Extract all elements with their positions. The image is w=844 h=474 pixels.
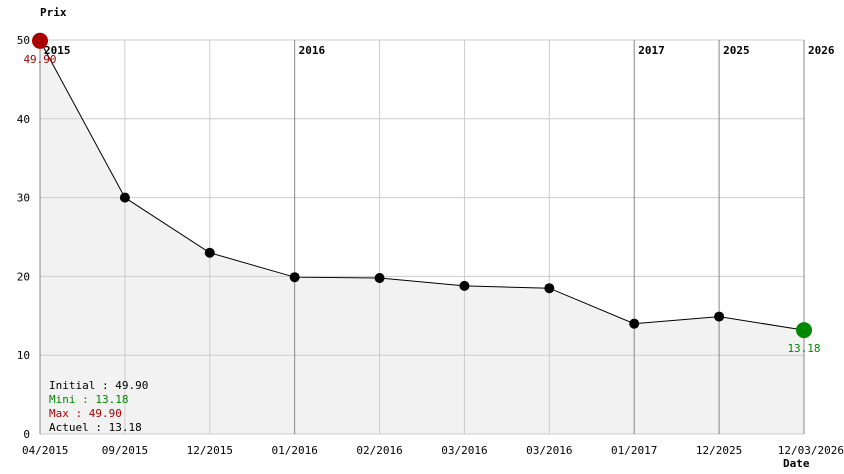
y-tick-label: 40 bbox=[17, 113, 30, 126]
year-label: 2016 bbox=[299, 44, 326, 57]
point bbox=[714, 311, 725, 322]
x-tick-label: 03/2016 bbox=[526, 444, 572, 457]
x-tick-label: 04/2015 bbox=[22, 444, 68, 457]
point bbox=[119, 192, 130, 203]
legend-entry: Actuel : 13.18 bbox=[49, 421, 142, 434]
value-label: 13.18 bbox=[787, 342, 820, 355]
year-label: 2025 bbox=[723, 44, 750, 57]
year-label: 2026 bbox=[808, 44, 835, 57]
x-axis-label: Date bbox=[783, 457, 810, 470]
point bbox=[544, 283, 555, 294]
y-tick-label: 30 bbox=[17, 192, 30, 205]
point bbox=[629, 318, 640, 329]
point bbox=[796, 322, 812, 339]
y-tick-label: 20 bbox=[17, 270, 30, 283]
y-axis-label: Prix bbox=[40, 6, 67, 19]
legend-entry: Max : 49.90 bbox=[49, 407, 122, 420]
point bbox=[374, 272, 385, 283]
y-tick-label: 10 bbox=[17, 349, 30, 362]
y-tick-label: 50 bbox=[17, 34, 30, 47]
x-tick-label: 03/2016 bbox=[441, 444, 487, 457]
legend-entry: Mini : 13.18 bbox=[49, 393, 128, 406]
y-tick-label: 0 bbox=[23, 428, 30, 441]
point bbox=[459, 280, 470, 291]
x-tick-label: 12/2025 bbox=[696, 444, 742, 457]
legend-entry: Initial : 49.90 bbox=[49, 379, 148, 392]
line bbox=[39, 40, 805, 331]
x-tick-label: 01/2017 bbox=[611, 444, 657, 457]
point bbox=[32, 32, 48, 49]
area bbox=[40, 40, 804, 435]
year-label: 2015 bbox=[44, 44, 71, 57]
x-tick-label: 01/2016 bbox=[271, 444, 317, 457]
x-tick-label: 09/2015 bbox=[102, 444, 148, 457]
x-tick-label: 02/2016 bbox=[356, 444, 402, 457]
point bbox=[204, 247, 215, 258]
point bbox=[289, 272, 300, 283]
value-label: 49.90 bbox=[23, 53, 56, 66]
x-tick-label: 12/03/2026 bbox=[778, 444, 844, 457]
x-tick-label: 12/2015 bbox=[187, 444, 233, 457]
year-label: 2017 bbox=[638, 44, 665, 57]
